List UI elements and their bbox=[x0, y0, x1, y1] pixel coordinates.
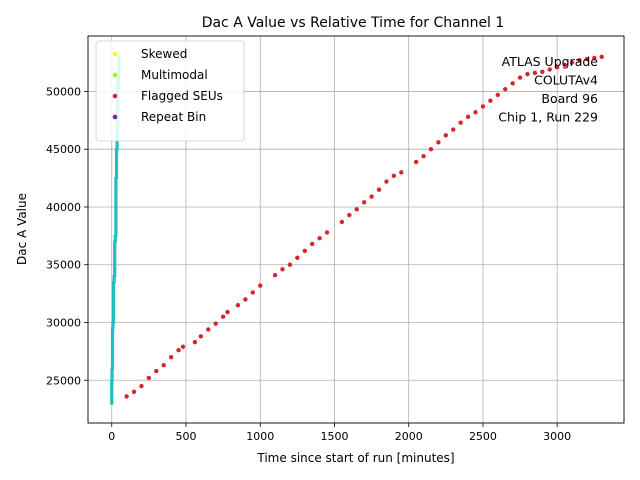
data-point-flagged-seus bbox=[577, 58, 582, 63]
x-axis-label: Time since start of run [minutes] bbox=[256, 451, 454, 465]
plot-area: 0 500 1000 1500 2000 2500 3000 25000 30000 35000 4… bbox=[46, 35, 625, 443]
data-point-flagged-seus bbox=[413, 159, 419, 165]
legend-label: Repeat Bin bbox=[141, 110, 206, 124]
data-point-flagged-seus bbox=[562, 62, 567, 68]
x-tick-label: 2000 bbox=[395, 430, 423, 443]
data-point-flagged-seus bbox=[339, 219, 345, 225]
data-point-flagged-seus bbox=[176, 348, 181, 353]
x-tick-label: 1000 bbox=[246, 430, 274, 443]
data-point-flagged-seus bbox=[139, 383, 144, 389]
data-point-flagged-seus bbox=[443, 133, 449, 138]
data-point-flagged-seus bbox=[451, 127, 456, 132]
data-point-flagged-seus bbox=[495, 92, 500, 98]
data-point-flagged-seus bbox=[599, 54, 604, 59]
data-point-flagged-seus bbox=[317, 235, 322, 241]
data-point-flagged-seus bbox=[347, 212, 352, 218]
data-point-flagged-seus bbox=[554, 64, 560, 70]
data-point-flagged-seus bbox=[287, 262, 293, 267]
legend-marker bbox=[112, 51, 118, 57]
data-point-flagged-seus bbox=[399, 170, 404, 175]
data-point-flagged-seus bbox=[436, 140, 441, 145]
data-point-flagged-seus bbox=[584, 56, 590, 62]
annotation-line: ATLAS Upgrade bbox=[502, 54, 599, 69]
data-point-flagged-seus bbox=[309, 241, 315, 247]
data-point-flagged-seus bbox=[206, 327, 211, 332]
data-point-flagged-seus bbox=[391, 173, 397, 178]
data-point-flagged-seus bbox=[473, 110, 478, 115]
data-point-flagged-seus bbox=[376, 187, 382, 192]
data-point-flagged-seus bbox=[465, 114, 471, 120]
data-point-flagged-seus bbox=[235, 302, 241, 308]
data-point-flagged-seus bbox=[161, 363, 166, 368]
data-point-flagged-seus bbox=[517, 75, 523, 80]
legend-marker bbox=[112, 93, 118, 99]
legend-marker bbox=[112, 114, 118, 120]
legend: Skewed Multimodal Flagged SEUs Repeat Bin bbox=[95, 40, 245, 142]
data-point-flagged-seus bbox=[384, 179, 389, 184]
data-point-flagged-seus bbox=[525, 71, 530, 77]
data-point-flagged-seus bbox=[180, 344, 186, 349]
data-point-flagged-seus bbox=[192, 339, 198, 345]
data-point-flagged-seus bbox=[480, 104, 486, 109]
annotation-line: COLUTAv4 bbox=[534, 73, 598, 88]
data-point-flagged-seus bbox=[547, 67, 552, 72]
data-point-flagged-seus bbox=[458, 120, 463, 125]
data-point-flagged-seus bbox=[258, 283, 263, 288]
data-point-flagged-seus bbox=[592, 55, 597, 61]
y-axis-label: Dac A Value bbox=[15, 193, 29, 265]
legend-marker bbox=[112, 72, 118, 78]
data-point-flagged-seus bbox=[131, 389, 137, 395]
data-point-flagged-seus bbox=[569, 60, 575, 65]
legend-label: Flagged SEUs bbox=[141, 89, 223, 103]
annotation-line: Chip 1, Run 229 bbox=[498, 110, 598, 125]
legend-box bbox=[95, 40, 245, 142]
data-point-flagged-seus bbox=[198, 334, 204, 339]
legend-label: Multimodal bbox=[141, 68, 208, 82]
x-tick-label: 2500 bbox=[469, 430, 497, 443]
x-tick-label: 0 bbox=[108, 430, 115, 443]
data-point-flagged-seus bbox=[324, 230, 330, 235]
data-point-flagged-seus bbox=[168, 354, 174, 360]
data-point-flagged-seus bbox=[213, 321, 218, 326]
axes-frame bbox=[87, 35, 625, 424]
x-tick-label: 500 bbox=[175, 430, 196, 443]
data-point-flagged-seus bbox=[272, 272, 278, 278]
data-point-flagged-seus bbox=[124, 394, 129, 399]
data-point-flagged-seus bbox=[295, 255, 300, 261]
y-tick-label: 25000 bbox=[46, 374, 81, 387]
y-tick-label: 35000 bbox=[46, 259, 81, 272]
data-point-flagged-seus bbox=[503, 86, 508, 92]
data-point-flagged-seus bbox=[302, 248, 307, 254]
chart-title: Dac A Value vs Relative Time for Channel… bbox=[202, 15, 505, 31]
data-point-flagged-seus bbox=[225, 309, 230, 315]
data-point-flagged-seus bbox=[243, 297, 248, 302]
data-point-flagged-seus bbox=[510, 81, 515, 86]
data-point-flagged-seus bbox=[532, 70, 538, 76]
data-point-flagged-seus bbox=[421, 153, 426, 159]
data-point-flagged-seus bbox=[280, 267, 285, 272]
data-point-flagged-seus bbox=[354, 207, 359, 212]
data-point-flagged-seus bbox=[540, 69, 545, 75]
x-tick-label: 1500 bbox=[320, 430, 348, 443]
data-point-flagged-seus bbox=[154, 368, 159, 374]
data-point-flagged-seus bbox=[488, 98, 493, 103]
data-point-flagged-seus bbox=[250, 290, 256, 295]
legend-label: Skewed bbox=[141, 47, 187, 61]
x-tick-label: 3000 bbox=[543, 430, 571, 443]
data-point-flagged-seus bbox=[220, 314, 226, 319]
y-tick-label: 30000 bbox=[46, 316, 81, 329]
y-tick-label: 40000 bbox=[46, 201, 81, 214]
data-point-flagged-seus bbox=[369, 194, 374, 199]
data-point-flagged-seus bbox=[146, 375, 152, 381]
y-tick-label: 45000 bbox=[46, 143, 81, 156]
annotation-line: Board 96 bbox=[541, 91, 598, 106]
y-tick-label: 50000 bbox=[46, 85, 81, 98]
data-point-flagged-seus bbox=[361, 200, 367, 205]
data-point-flagged-seus bbox=[428, 147, 434, 152]
